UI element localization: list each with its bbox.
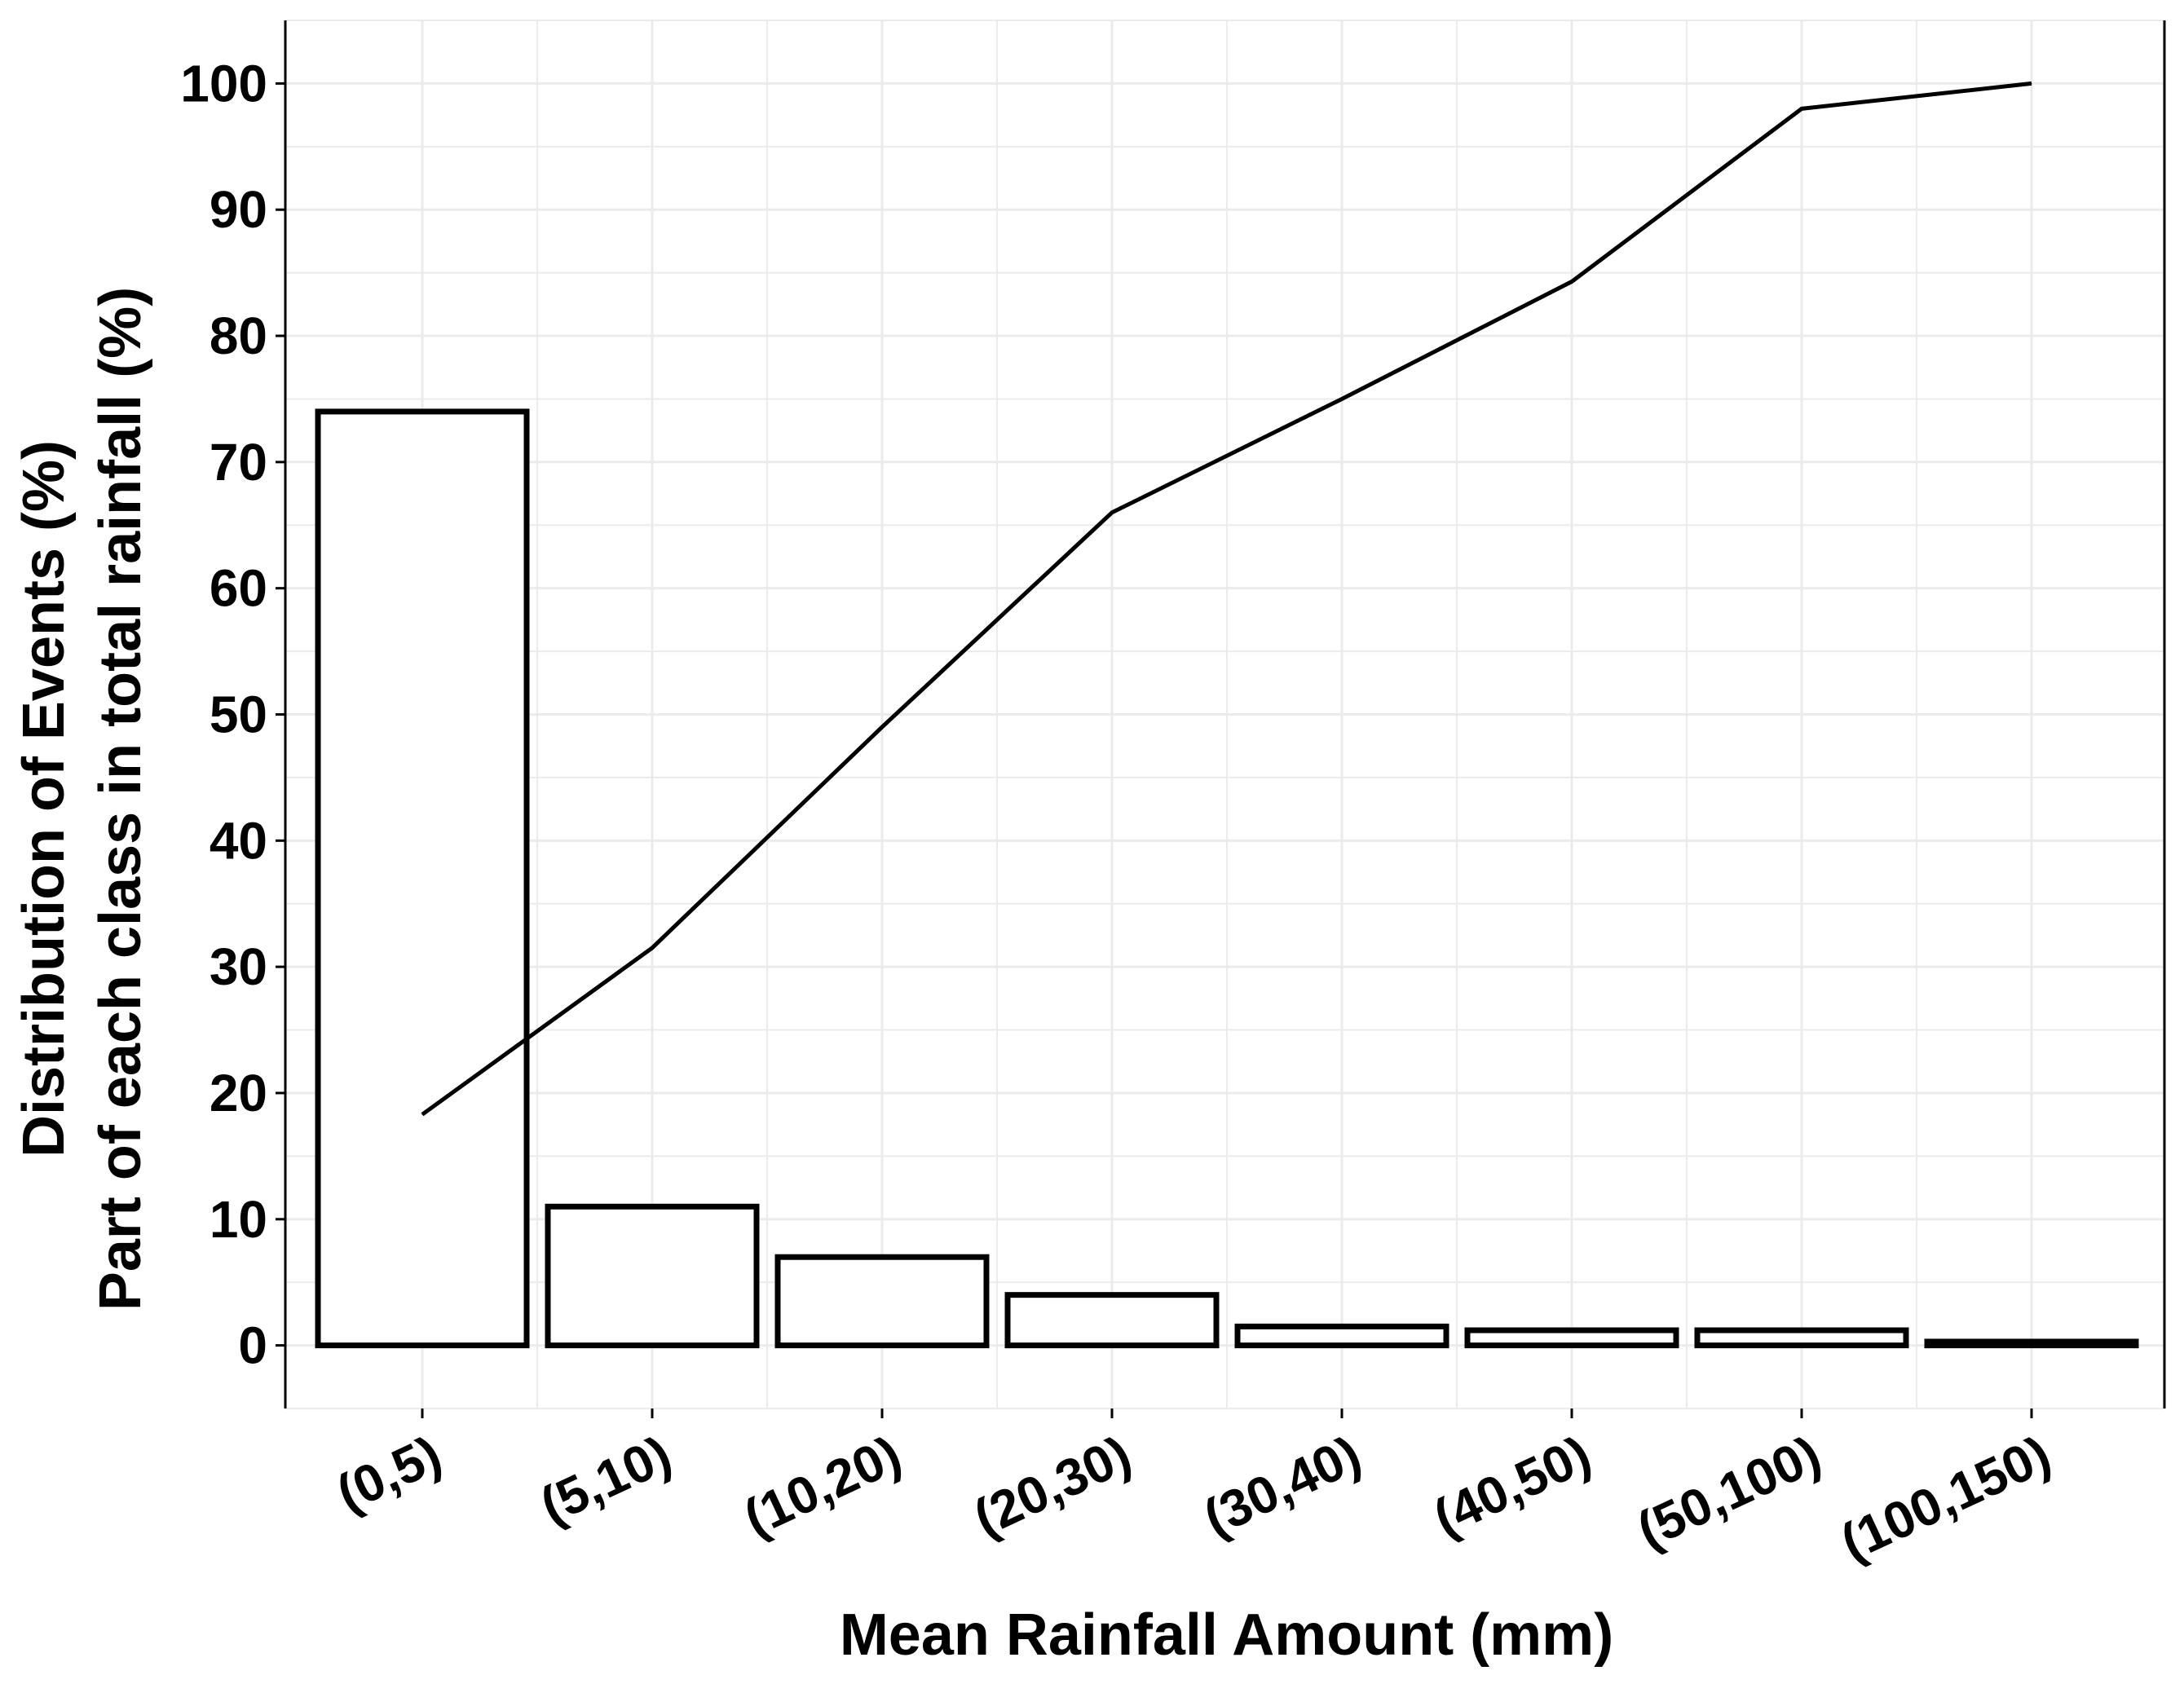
- x-tick-label: (10,20): [735, 1424, 910, 1547]
- cumulative-rainfall-line: [421, 81, 2032, 1117]
- bar-layer: [315, 408, 2139, 1349]
- line-point-(5,10): [651, 947, 653, 949]
- bar-(0,5): [315, 408, 530, 1349]
- y-tick-label: 100: [180, 54, 267, 112]
- bar-(40,50): [1464, 1327, 1679, 1349]
- bar-(30,40): [1234, 1323, 1449, 1349]
- bar-(20,30): [1004, 1292, 1220, 1349]
- y-tick-label: 60: [210, 559, 267, 618]
- bar-(50,100): [1694, 1327, 1909, 1349]
- y-axis-title-line-1: Distribution of Events (%): [11, 440, 77, 1157]
- axis-layer: [276, 20, 2166, 1418]
- y-tick-label: 90: [210, 180, 267, 239]
- grid-layer: [285, 20, 2164, 1409]
- x-tick-label: (5,10): [532, 1424, 680, 1535]
- x-tick-label: (40,50): [1425, 1424, 1599, 1547]
- x-tick-label: (20,30): [965, 1424, 1140, 1547]
- y-tick-label: 30: [210, 937, 267, 996]
- line-point-(20,30): [1111, 512, 1113, 514]
- y-tick-label: 0: [238, 1316, 267, 1375]
- line-point-(40,50): [1571, 280, 1573, 282]
- x-tick-label: (0,5): [328, 1424, 450, 1523]
- y-tick-label: 80: [210, 306, 267, 365]
- bar-(10,20): [774, 1254, 990, 1349]
- y-tick-label: 70: [210, 433, 267, 492]
- line-point-(10,20): [881, 726, 883, 728]
- line-point-(0,5): [421, 1113, 423, 1115]
- y-tick-label: 20: [210, 1064, 267, 1122]
- y-axis-title-line-2: Part of each class in total rainfall (%): [88, 287, 153, 1311]
- x-tick-label: (50,100): [1628, 1424, 1829, 1559]
- x-tick-label: (100,150): [1832, 1424, 2059, 1572]
- x-axis-title: Mean Rainfall Amount (mm): [840, 1602, 1613, 1668]
- bar-(100,150): [1924, 1338, 2139, 1349]
- y-tick-label: 40: [210, 811, 267, 870]
- line-layer: [421, 81, 2032, 1117]
- y-tick-label: 50: [210, 686, 267, 744]
- x-tick-label: (30,40): [1195, 1424, 1370, 1547]
- y-tick-label: 10: [210, 1190, 267, 1249]
- bar-(5,10): [545, 1203, 760, 1349]
